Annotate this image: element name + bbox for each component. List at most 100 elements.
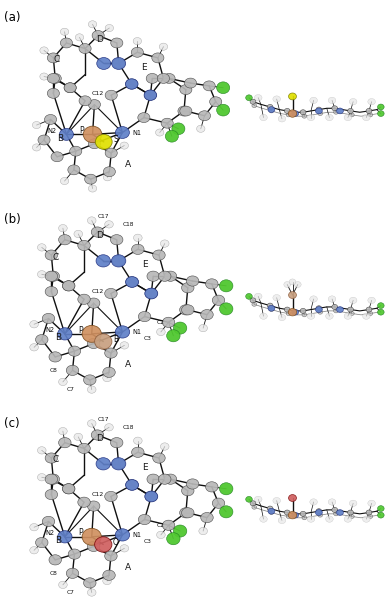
Text: C12: C12 — [92, 91, 104, 96]
Ellipse shape — [58, 378, 67, 386]
Ellipse shape — [368, 312, 373, 315]
Ellipse shape — [78, 443, 90, 453]
Ellipse shape — [246, 496, 252, 502]
Ellipse shape — [250, 298, 256, 303]
Ellipse shape — [318, 310, 323, 314]
Ellipse shape — [172, 123, 185, 135]
Text: D: D — [96, 231, 103, 240]
Ellipse shape — [185, 78, 196, 88]
Ellipse shape — [328, 499, 336, 505]
Ellipse shape — [30, 547, 38, 554]
Ellipse shape — [273, 295, 281, 301]
Ellipse shape — [33, 144, 41, 151]
Ellipse shape — [366, 510, 372, 515]
Ellipse shape — [85, 174, 97, 184]
Ellipse shape — [162, 520, 175, 530]
Ellipse shape — [220, 483, 233, 495]
Text: D: D — [96, 34, 103, 44]
Ellipse shape — [260, 516, 267, 522]
Ellipse shape — [246, 293, 252, 300]
Ellipse shape — [115, 529, 130, 541]
Ellipse shape — [156, 531, 165, 539]
Ellipse shape — [366, 108, 372, 113]
Text: C17: C17 — [98, 417, 109, 422]
Ellipse shape — [300, 109, 306, 115]
Ellipse shape — [203, 81, 215, 91]
Ellipse shape — [294, 282, 301, 287]
Ellipse shape — [246, 95, 252, 101]
Ellipse shape — [47, 73, 60, 84]
Ellipse shape — [145, 491, 158, 502]
Text: S: S — [114, 135, 118, 145]
Ellipse shape — [186, 276, 199, 286]
Text: B: B — [57, 133, 63, 143]
Ellipse shape — [326, 313, 333, 319]
Ellipse shape — [252, 506, 257, 509]
Ellipse shape — [267, 506, 273, 511]
Ellipse shape — [42, 517, 55, 526]
Text: B: B — [113, 335, 118, 344]
Text: P: P — [78, 325, 82, 335]
Ellipse shape — [95, 135, 112, 149]
Ellipse shape — [318, 111, 323, 116]
Ellipse shape — [307, 114, 315, 121]
Ellipse shape — [220, 506, 233, 518]
Ellipse shape — [147, 474, 160, 484]
Ellipse shape — [83, 578, 96, 588]
Ellipse shape — [87, 298, 100, 308]
Ellipse shape — [145, 288, 158, 299]
Ellipse shape — [328, 296, 336, 302]
Ellipse shape — [113, 256, 125, 266]
Ellipse shape — [252, 104, 257, 108]
Ellipse shape — [145, 491, 158, 502]
Ellipse shape — [254, 293, 262, 300]
Ellipse shape — [273, 498, 281, 504]
Ellipse shape — [196, 125, 205, 132]
Ellipse shape — [87, 501, 100, 511]
Ellipse shape — [260, 114, 267, 121]
Ellipse shape — [180, 507, 192, 518]
Ellipse shape — [377, 506, 384, 512]
Ellipse shape — [47, 271, 60, 281]
Ellipse shape — [334, 309, 338, 313]
Ellipse shape — [62, 483, 75, 494]
Ellipse shape — [167, 330, 180, 342]
Ellipse shape — [74, 230, 83, 237]
Text: (b): (b) — [4, 213, 21, 226]
Ellipse shape — [363, 516, 370, 522]
Ellipse shape — [199, 528, 207, 534]
Ellipse shape — [186, 479, 199, 489]
Ellipse shape — [120, 142, 129, 149]
Ellipse shape — [30, 523, 38, 531]
Text: O: O — [113, 538, 119, 547]
Text: B: B — [55, 333, 61, 342]
Ellipse shape — [161, 118, 173, 128]
Text: N2: N2 — [46, 327, 55, 333]
Ellipse shape — [74, 433, 83, 440]
Ellipse shape — [344, 313, 352, 319]
Ellipse shape — [310, 97, 318, 103]
Ellipse shape — [254, 95, 262, 101]
Ellipse shape — [284, 108, 290, 113]
Ellipse shape — [160, 240, 169, 247]
Ellipse shape — [132, 244, 144, 255]
Ellipse shape — [87, 589, 96, 596]
Ellipse shape — [288, 512, 297, 519]
Ellipse shape — [58, 234, 71, 245]
Ellipse shape — [267, 105, 273, 109]
Ellipse shape — [103, 375, 111, 382]
Text: C8: C8 — [49, 571, 57, 576]
Text: N2: N2 — [46, 530, 55, 536]
Ellipse shape — [87, 386, 96, 393]
Ellipse shape — [201, 512, 213, 523]
Ellipse shape — [348, 307, 354, 312]
Ellipse shape — [162, 317, 175, 327]
Ellipse shape — [337, 307, 343, 312]
Ellipse shape — [348, 510, 354, 515]
Ellipse shape — [83, 375, 96, 385]
Ellipse shape — [254, 496, 262, 502]
Ellipse shape — [344, 516, 352, 522]
Ellipse shape — [134, 234, 142, 242]
Ellipse shape — [316, 307, 322, 312]
Ellipse shape — [42, 314, 55, 323]
